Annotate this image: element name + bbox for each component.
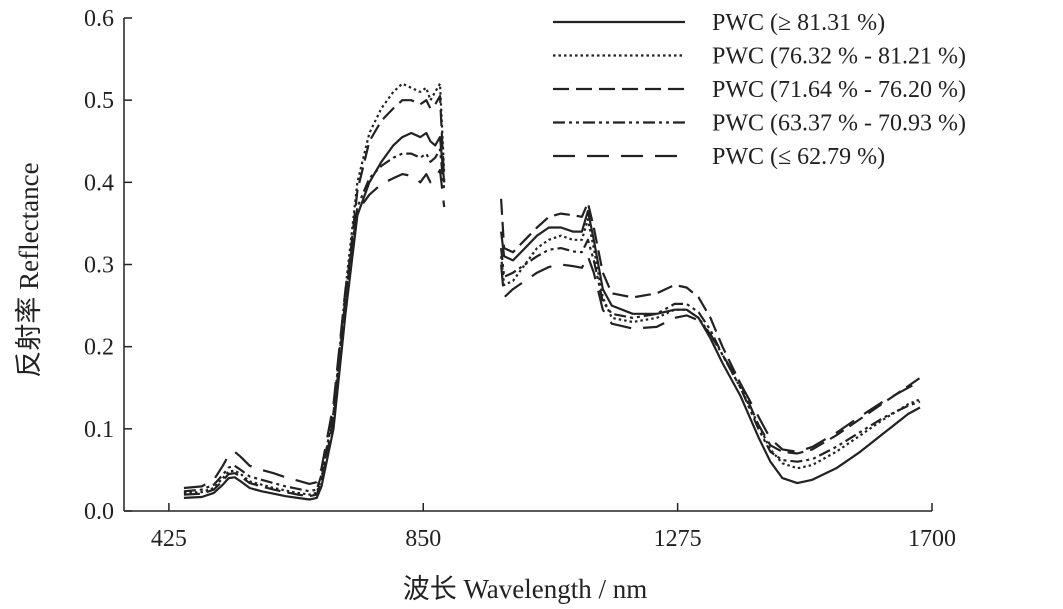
legend: PWC (≥ 81.31 %) PWC (76.32 % - 81.21 %) PW…: [553, 10, 966, 170]
legend-label: PWC (71.64 % - 76.20 %): [712, 77, 966, 103]
legend-item: PWC (71.64 % - 76.20 %): [553, 77, 966, 103]
y-axis-title: 反射率 Reflectance: [14, 162, 44, 377]
legend-label: PWC (76.32 % - 81.21 %): [712, 44, 966, 70]
series-5: [183, 168, 921, 490]
series-line: [500, 210, 921, 485]
x-tick-label: 1700: [908, 526, 956, 552]
legend-item: PWC (≥ 81.31 %): [553, 10, 885, 36]
y-tick-label: 0.6: [84, 6, 114, 32]
series-line: [500, 255, 921, 453]
axes: 0.0 0.1 0.2 0.3 0.4 0.5 0.6 425 850 1275 1700: [84, 6, 956, 552]
y-tick-label: 0.2: [84, 335, 114, 361]
legend-label: PWC (≤ 62.79 %): [712, 144, 885, 170]
y-tick-label: 0.3: [84, 253, 114, 279]
y-tick-label: 0.1: [84, 417, 114, 443]
y-tick-label: 0.0: [84, 499, 114, 525]
series-4: [183, 148, 921, 493]
series-line: [183, 95, 446, 498]
y-tick-label: 0.4: [84, 170, 114, 196]
legend-label: PWC (≥ 81.31 %): [712, 10, 885, 36]
legend-label: PWC (63.37 % - 70.93 %): [712, 111, 966, 137]
x-tick-label: 1275: [654, 526, 702, 552]
series-line: [500, 218, 921, 470]
x-axis-title: 波长 Wavelength / nm: [403, 574, 648, 604]
series-line: [500, 238, 921, 463]
series-line: [183, 148, 446, 493]
series-line: [183, 82, 446, 496]
x-tick-label: 850: [405, 526, 441, 552]
series-line: [500, 198, 921, 455]
legend-item: PWC (63.37 % - 70.93 %): [553, 111, 966, 137]
series-3: [183, 95, 921, 498]
legend-item: PWC (76.32 % - 81.21 %): [553, 44, 966, 70]
x-tick-label: 425: [151, 526, 187, 552]
plot-area: [183, 82, 921, 501]
y-tick-label: 0.5: [84, 88, 114, 114]
series-line: [183, 131, 446, 501]
series-line: [183, 168, 446, 490]
series-1: [183, 131, 921, 501]
legend-item: PWC (≤ 62.79 %): [553, 144, 885, 170]
